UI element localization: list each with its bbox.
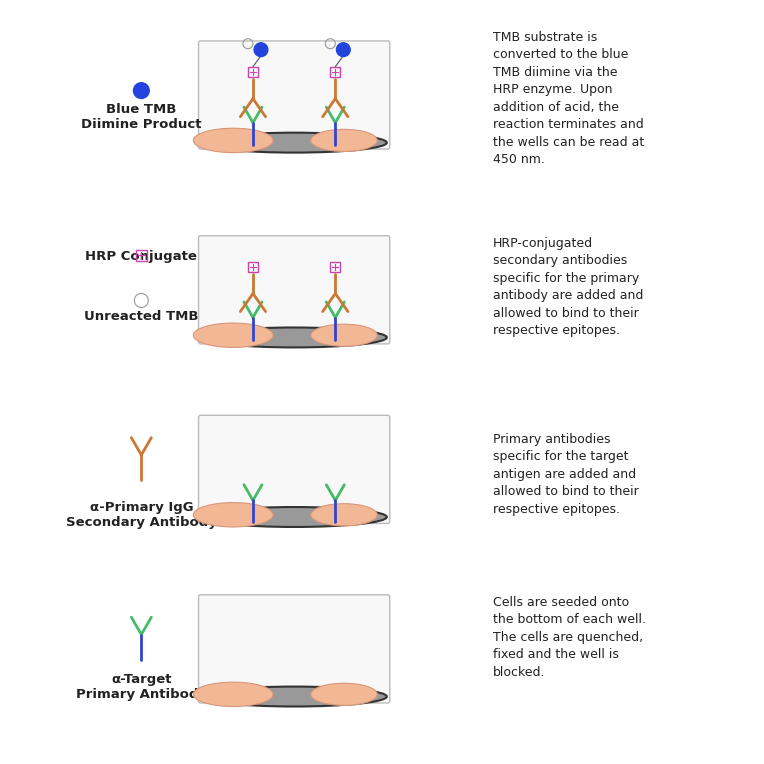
Text: α-Target
Primary Antibody: α-Target Primary Antibody	[76, 673, 207, 701]
Bar	[136, 250, 147, 261]
Ellipse shape	[202, 133, 387, 153]
FancyBboxPatch shape	[199, 236, 390, 344]
Ellipse shape	[193, 323, 273, 348]
Ellipse shape	[202, 507, 387, 527]
Bar	[330, 261, 340, 271]
Ellipse shape	[202, 328, 387, 348]
Ellipse shape	[311, 503, 377, 526]
Ellipse shape	[311, 324, 377, 346]
Text: Unreacted TMB: Unreacted TMB	[84, 310, 199, 323]
Text: Blue TMB
Diimine Product: Blue TMB Diimine Product	[81, 102, 202, 131]
FancyBboxPatch shape	[199, 416, 390, 523]
Circle shape	[254, 43, 268, 57]
Ellipse shape	[202, 687, 387, 707]
Text: TMB substrate is
converted to the blue
TMB diimine via the
HRP enzyme. Upon
addi: TMB substrate is converted to the blue T…	[493, 31, 644, 167]
Text: Primary antibodies
specific for the target
antigen are added and
allowed to bind: Primary antibodies specific for the targ…	[493, 432, 639, 516]
FancyBboxPatch shape	[199, 41, 390, 149]
Bar	[248, 66, 258, 76]
Text: α-Primary IgG
Secondary Antibody: α-Primary IgG Secondary Antibody	[66, 501, 217, 529]
Text: HRP Conjugate: HRP Conjugate	[86, 251, 197, 264]
Text: HRP-conjugated
secondary antibodies
specific for the primary
antibody are added : HRP-conjugated secondary antibodies spec…	[493, 237, 643, 337]
Circle shape	[134, 83, 149, 99]
Ellipse shape	[193, 682, 273, 707]
Circle shape	[336, 43, 351, 57]
Bar	[248, 261, 258, 271]
Ellipse shape	[193, 128, 273, 153]
Ellipse shape	[193, 503, 273, 527]
Ellipse shape	[311, 683, 377, 705]
Bar	[330, 66, 340, 76]
FancyBboxPatch shape	[199, 595, 390, 703]
Ellipse shape	[311, 129, 377, 151]
Text: Cells are seeded onto
the bottom of each well.
The cells are quenched,
fixed and: Cells are seeded onto the bottom of each…	[493, 596, 646, 678]
